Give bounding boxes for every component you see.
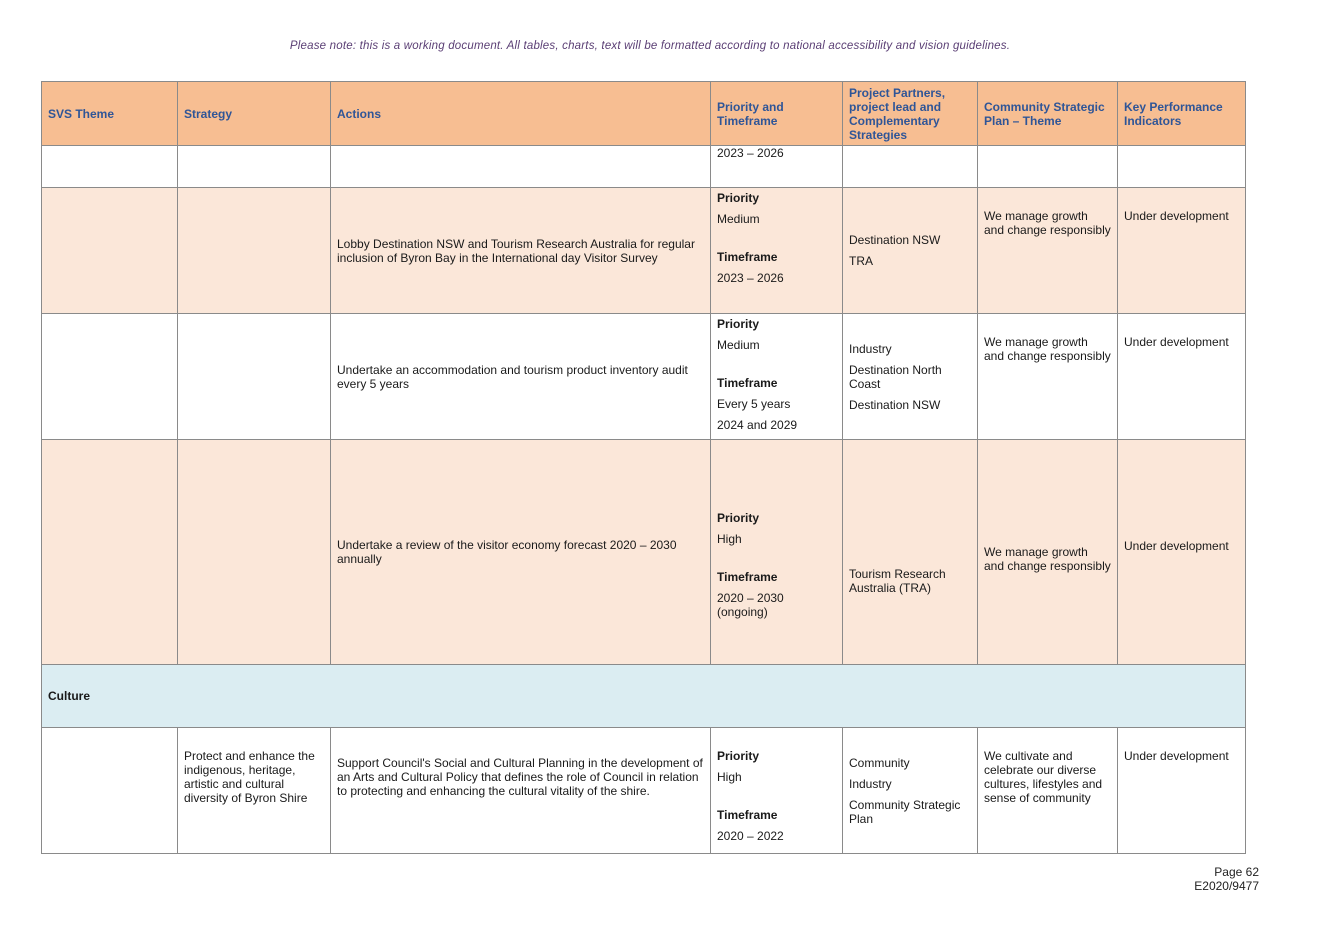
csp-theme-cell: We manage growth and change responsibly	[977, 313, 1118, 440]
timeframe-value: 2023 – 2026	[717, 146, 784, 160]
header-actions: Actions	[330, 81, 711, 146]
timeframe-value: 2023 – 2026	[717, 271, 784, 285]
kpi-text: Under development	[1124, 749, 1229, 763]
strategy-table: SVS Theme Strategy Actions Priority and …	[41, 81, 1246, 854]
partner-item: TRA	[849, 254, 873, 268]
timeframe-value: 2020 – 2030 (ongoing)	[717, 591, 784, 619]
partners-cell	[842, 145, 978, 188]
action-cell: Undertake an accommodation and tourism p…	[330, 313, 711, 440]
kpi-text: Under development	[1124, 335, 1229, 349]
priority-value: Medium	[717, 338, 760, 352]
action-cell: Support Council's Social and Cultural Pl…	[330, 727, 711, 854]
strategy-cell: Protect and enhance the indigenous, heri…	[177, 727, 331, 854]
header-csp-theme: Community Strategic Plan – Theme	[977, 81, 1118, 146]
priority-timeframe-cell: 2023 – 2026	[710, 145, 843, 188]
timeframe-label: Timeframe	[717, 250, 778, 264]
priority-timeframe-cell: Priority High Timeframe 2020 – 2022	[710, 727, 843, 854]
partners-cell: Community Industry Community Strategic P…	[842, 727, 978, 854]
csp-theme-text: We manage growth and change responsibly	[984, 335, 1111, 363]
priority-label: Priority	[717, 317, 760, 331]
kpi-cell: Under development	[1117, 439, 1246, 665]
timeframe-value: Every 5 years	[717, 397, 791, 411]
header-strategy: Strategy	[177, 81, 331, 146]
partners-cell: Destination NSW TRA	[842, 187, 978, 314]
partners-cell: Industry Destination North Coast Destina…	[842, 313, 978, 440]
csp-theme-cell	[977, 145, 1118, 188]
partner-item: Industry	[849, 341, 892, 356]
svs-theme-cell	[41, 313, 178, 440]
priority-value: Medium	[717, 212, 760, 226]
csp-theme-cell: We manage growth and change responsibly	[977, 439, 1118, 665]
strategy-text: Protect and enhance the indigenous, heri…	[184, 749, 315, 805]
partners-cell: Tourism Research Australia (TRA)	[842, 439, 978, 665]
action-cell	[330, 145, 711, 188]
page-number: Page 62	[1214, 865, 1259, 879]
csp-theme-text: We manage growth and change responsibly	[984, 545, 1111, 573]
table-header-row: SVS Theme Strategy Actions Priority and …	[41, 81, 1246, 146]
document-reference: E2020/9477	[1194, 879, 1259, 893]
partner-item: Industry	[849, 776, 892, 791]
priority-label: Priority	[717, 511, 760, 525]
priority-value: High	[717, 532, 742, 546]
header-priority-timeframe: Priority and Timeframe	[710, 81, 843, 146]
timeframe-extra: 2024 and 2029	[717, 418, 798, 432]
table-row: Undertake a review of the visitor econom…	[41, 439, 1246, 665]
table-row: Lobby Destination NSW and Tourism Resear…	[41, 187, 1246, 314]
strategy-cell	[177, 145, 331, 188]
priority-label: Priority	[717, 191, 760, 205]
partner-item: Tourism Research Australia (TRA)	[849, 567, 946, 595]
partner-item: Destination NSW	[849, 233, 941, 247]
timeframe-label: Timeframe	[717, 808, 778, 822]
partner-item: Community Strategic Plan	[849, 797, 961, 826]
priority-value: High	[717, 770, 742, 784]
timeframe-label: Timeframe	[717, 376, 778, 390]
action-text: Support Council's Social and Cultural Pl…	[337, 756, 703, 798]
strategy-cell	[177, 439, 331, 665]
table-row: Undertake an accommodation and tourism p…	[41, 313, 1246, 440]
partner-item: Community	[849, 755, 910, 770]
section-row-culture: Culture	[41, 664, 1246, 728]
header-svs-theme: SVS Theme	[41, 81, 178, 146]
csp-theme-text: We manage growth and change responsibly	[984, 209, 1111, 237]
header-project-partners: Project Partners, project lead and Compl…	[842, 81, 978, 146]
action-cell: Undertake a review of the visitor econom…	[330, 439, 711, 665]
strategy-cell	[177, 187, 331, 314]
timeframe-label: Timeframe	[717, 570, 778, 584]
partner-item: Destination NSW	[849, 397, 941, 412]
kpi-cell	[1117, 145, 1246, 188]
priority-timeframe-cell: Priority Medium Timeframe 2023 – 2026	[710, 187, 843, 314]
partner-item: Destination North Coast	[849, 362, 942, 391]
priority-timeframe-cell: Priority High Timeframe 2020 – 2030 (ong…	[710, 439, 843, 665]
kpi-text: Under development	[1124, 539, 1229, 553]
csp-theme-text: We cultivate and celebrate our diverse c…	[984, 749, 1103, 805]
action-text: Lobby Destination NSW and Tourism Resear…	[337, 236, 695, 265]
action-text: Undertake an accommodation and tourism p…	[337, 362, 688, 391]
kpi-cell: Under development	[1117, 313, 1246, 440]
svs-theme-cell	[41, 187, 178, 314]
table-row: 2023 – 2026	[41, 145, 1246, 188]
svs-theme-cell	[41, 145, 178, 188]
csp-theme-cell: We cultivate and celebrate our diverse c…	[977, 727, 1118, 854]
header-kpi: Key Performance Indicators	[1117, 81, 1246, 146]
svs-theme-cell	[41, 439, 178, 665]
page-footer: Page 62 E2020/9477	[1194, 865, 1259, 893]
action-cell: Lobby Destination NSW and Tourism Resear…	[330, 187, 711, 314]
priority-timeframe-cell: Priority Medium Timeframe Every 5 years …	[710, 313, 843, 440]
csp-theme-cell: We manage growth and change responsibly	[977, 187, 1118, 314]
kpi-cell: Under development	[1117, 727, 1246, 854]
timeframe-value: 2020 – 2022	[717, 829, 784, 843]
section-title: Culture	[41, 664, 1246, 728]
strategy-cell	[177, 313, 331, 440]
kpi-text: Under development	[1124, 209, 1229, 223]
priority-label: Priority	[717, 749, 760, 763]
table-row: Protect and enhance the indigenous, heri…	[41, 727, 1246, 854]
working-document-note: Please note: this is a working document.…	[289, 40, 1011, 52]
action-text: Undertake a review of the visitor econom…	[337, 538, 677, 566]
kpi-cell: Under development	[1117, 187, 1246, 314]
svs-theme-cell	[41, 727, 178, 854]
